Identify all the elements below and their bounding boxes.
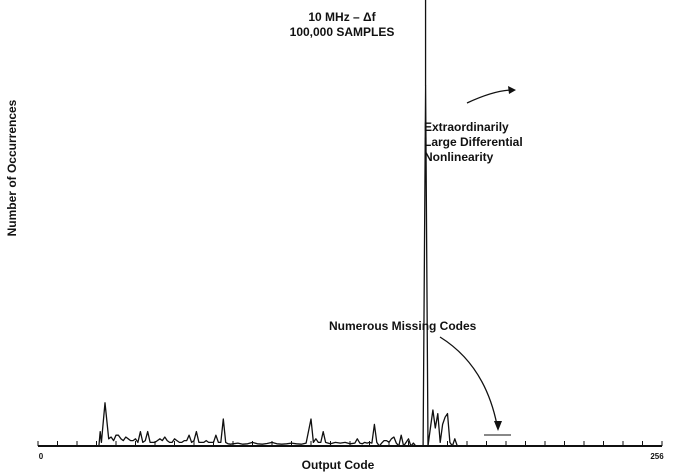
annotation-dnl-line-2: Large Differential — [424, 135, 523, 149]
annotation-missing-codes-arrowhead — [494, 421, 502, 431]
x-tick-label-256: 256 — [650, 452, 664, 461]
annotation-missing-codes: Numerous Missing Codes — [329, 319, 477, 333]
annotation-dnl-arrowhead — [508, 86, 516, 94]
annotation-dnl-arrow — [466, 89, 514, 104]
chart-title-line-1: 10 MHz – Δf — [308, 10, 376, 24]
x-axis-label: Output Code — [302, 458, 375, 472]
x-tick-label-0: 0 — [39, 452, 44, 461]
annotation-dnl-line-3: Nonlinearity — [424, 150, 494, 164]
y-axis-label: Number of Occurrences — [5, 99, 19, 236]
annotation-missing-codes-arrow — [439, 336, 498, 426]
chart-title-line-2: 100,000 SAMPLES — [290, 25, 395, 39]
occurrences-series-line — [38, 85, 662, 447]
annotation-dnl-line-1: Extraordinarily — [424, 120, 509, 134]
